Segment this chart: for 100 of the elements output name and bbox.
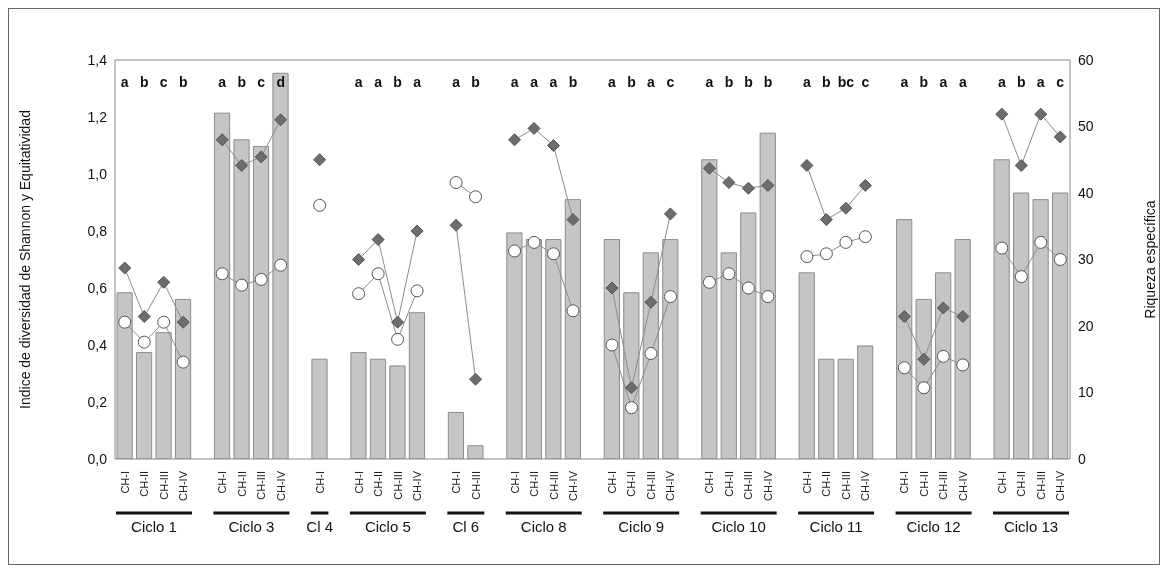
point [566,304,580,318]
x-tick-label: CH-IV [761,470,774,501]
text: Ciclo 13 [1003,518,1059,535]
point [702,161,716,175]
point [449,218,463,232]
x-tick-label: CH-I [800,471,813,494]
x-tick-label: CH-III [937,471,950,500]
x-tick-label: CH-III [644,471,657,500]
y2-tick-label: 10 [1078,384,1094,401]
x-tick-label: CH-II [625,471,638,497]
x-tick-label: CH-I [508,471,521,494]
annotation: a a b a [354,74,422,90]
annotation: a b c d [218,74,285,90]
point [410,224,424,238]
x-tick-label: CH-IV [859,470,872,501]
annotation: a b a a [900,74,967,90]
point [702,275,716,289]
x-tick-label: CH-I [352,471,365,494]
y-tick-label: 0,8 [87,222,108,239]
y-tick-label: 0,4 [87,336,108,353]
point [176,315,190,329]
x-tick-label: CH-I [995,471,1008,494]
x-tick-label: CH-IV [274,470,287,501]
x-tick-label: CH-II [917,471,930,497]
annotation: a b bc c [802,74,870,90]
x-tick-label: CH-II [820,471,833,497]
y-tick-label: 1,4 [87,51,108,68]
y2-tick-label: 20 [1078,317,1094,334]
point [897,361,911,375]
x-tick-label: CH-II [235,471,248,497]
point [605,338,619,352]
text: Ciclo 9 [618,518,665,535]
point [819,213,833,227]
x-tick-label: CH-III [469,471,482,500]
point [215,267,229,281]
point [858,178,872,192]
y-tick-label: 1,0 [87,165,108,182]
point [897,310,911,323]
x-tick-label: CH-III [547,471,560,500]
point [995,107,1009,121]
point [313,153,327,167]
point [1014,158,1028,172]
x-tick-label: CH-I [216,471,229,494]
point [936,349,950,363]
x-tick-label: CH-II [528,471,541,497]
point [1034,235,1048,249]
point [508,244,522,258]
point [741,281,755,295]
point [547,139,561,152]
y-tick-label: 0,0 [87,450,108,467]
text: Ciclo 12 [906,518,961,535]
text: Ciclo 3 [228,518,275,535]
y2-tick-label: 0 [1078,450,1086,467]
point [1014,270,1028,284]
point [995,241,1009,255]
point [839,201,853,215]
x-tick-label: CH-I [703,471,716,494]
point [722,176,736,190]
x-tick-label: CH-I [605,471,618,494]
point [761,178,775,192]
point [157,275,171,289]
y-tick-label: 1,2 [87,108,108,125]
point [391,315,405,329]
text: Ciclo 1 [131,518,177,535]
point [722,267,736,281]
x-tick-label: CH-I [450,471,463,494]
point [469,372,483,386]
point [839,235,853,249]
x-tick-label: CH-III [391,471,404,500]
point [137,310,151,323]
point [527,121,541,135]
point [566,213,580,227]
point [1053,253,1067,266]
annotation: a b a c [997,74,1065,90]
point [741,181,755,195]
annotation: a b b b [705,74,773,90]
annotation: a b [452,74,480,90]
x-tick-label: CH-III [742,471,755,500]
point [956,310,970,323]
text: Ciclo 11 [809,518,863,535]
point [254,150,268,164]
x-tick-label: CH-IV [664,470,677,501]
point [118,261,132,275]
x-tick-label: CH-I [118,471,131,494]
x-tick-label: CH-IV [1054,470,1067,501]
x-tick-label: CH-III [157,471,170,500]
point [644,347,658,361]
point [624,401,638,415]
point [235,158,249,172]
x-tick-label: CH-II [1015,471,1028,497]
x-tick-label: CH-III [255,471,268,500]
annotation: a a a b [510,74,578,90]
point [274,113,288,127]
point [936,301,950,315]
point [644,295,658,309]
text: Cl 6 [452,518,480,535]
point [624,381,638,395]
y2-tick-label: 40 [1078,184,1094,201]
point [663,207,677,221]
x-tick-label: CH-III [1034,471,1047,500]
